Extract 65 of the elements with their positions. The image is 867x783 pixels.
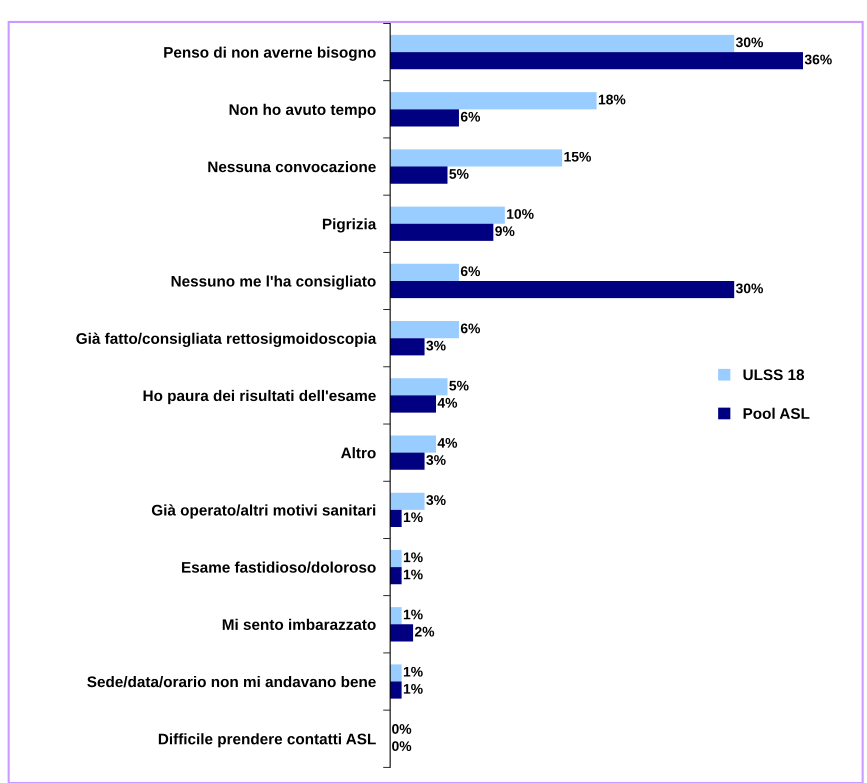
y-tick-label: Mi sento imbarazzato xyxy=(222,618,376,630)
data-label: 6% xyxy=(460,112,480,122)
y-tick-label: Pigrizia xyxy=(322,218,376,233)
bar xyxy=(390,492,425,510)
y-tick-label: Sede/data/orario non mi andavano bene xyxy=(87,676,376,688)
data-label: 0% xyxy=(392,724,412,734)
data-label: 4% xyxy=(438,438,458,448)
bar xyxy=(390,624,414,642)
y-tick-label: Altro xyxy=(341,447,376,458)
bar xyxy=(390,435,436,453)
data-label: 1% xyxy=(404,610,423,620)
data-label: 1% xyxy=(404,684,423,694)
bar xyxy=(390,34,734,52)
data-label: 1% xyxy=(404,552,423,562)
bar xyxy=(390,664,402,682)
data-label: 1% xyxy=(404,570,423,580)
bar xyxy=(390,224,494,241)
data-label: 6% xyxy=(460,266,480,276)
y-tick-label: Nessuna convocazione xyxy=(208,161,376,172)
bar xyxy=(390,149,562,167)
y-tick-label: Già operato/altri motivi sanitari xyxy=(152,504,376,519)
bar xyxy=(390,452,425,470)
y-tick-label: Difficile prendere contatti ASL xyxy=(158,733,376,748)
bar xyxy=(390,321,459,338)
data-label: 36% xyxy=(804,54,832,64)
data-label: 4% xyxy=(438,398,458,408)
bar xyxy=(390,264,459,281)
data-label: 1% xyxy=(404,512,423,522)
bar xyxy=(390,567,402,584)
bar xyxy=(390,109,459,126)
y-tick-label: Ho paura dei risultati dell'esame xyxy=(144,390,376,404)
bar xyxy=(390,338,425,356)
bar xyxy=(390,395,436,413)
data-label: 10% xyxy=(507,209,534,219)
bar xyxy=(390,550,402,568)
bar xyxy=(390,682,402,699)
bar xyxy=(390,607,402,624)
data-label: 1% xyxy=(404,666,423,677)
data-label: 30% xyxy=(736,283,764,294)
y-tick-label: Esame fastidioso/doloroso xyxy=(182,562,376,573)
bar xyxy=(390,510,402,528)
data-label: 0% xyxy=(392,741,412,752)
data-label: 30% xyxy=(736,37,764,48)
data-label: 9% xyxy=(495,226,514,236)
data-label: 6% xyxy=(460,324,480,334)
bar xyxy=(390,206,505,224)
bar xyxy=(390,166,448,184)
legend-label: Pool ASL xyxy=(744,408,810,419)
data-label: 5% xyxy=(449,380,469,391)
data-label: 3% xyxy=(426,340,446,351)
data-label: 3% xyxy=(426,495,446,506)
data-label: 15% xyxy=(564,152,591,162)
y-tick-label: Non ho avuto tempo xyxy=(230,104,376,118)
y-tick-label: Nessuno me l'ha consigliato xyxy=(172,275,376,290)
data-label: 3% xyxy=(426,455,446,465)
bar xyxy=(390,52,804,70)
bar xyxy=(390,280,734,298)
bar xyxy=(390,92,597,110)
y-tick-label: Penso di non averne bisogno xyxy=(164,46,376,61)
bar xyxy=(390,378,448,396)
legend-label: ULSS 18 xyxy=(743,369,804,380)
data-label: 2% xyxy=(414,626,434,637)
data-label: 5% xyxy=(449,169,469,179)
y-tick-label: Già fatto/consigliata rettosigmoidoscopia xyxy=(76,332,376,348)
data-label: 18% xyxy=(598,94,626,104)
